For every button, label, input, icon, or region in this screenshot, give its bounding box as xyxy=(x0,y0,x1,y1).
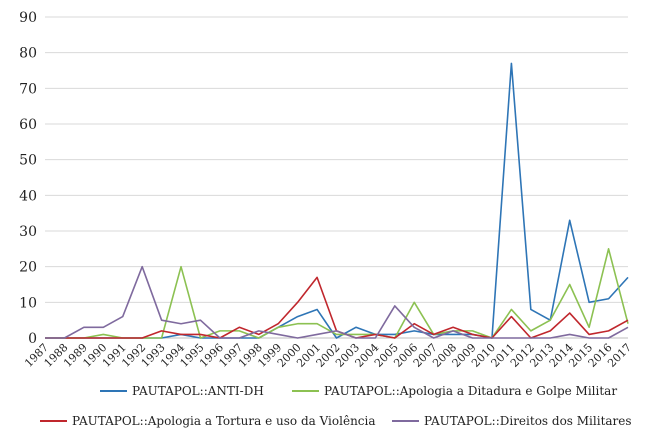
y-tick-label: 10 xyxy=(19,295,37,311)
legend-label: PAUTAPOL::Direitos dos Militares xyxy=(424,414,632,428)
y-axis-tick-labels: 0 10 20 30 40 50 60 70 80 90 xyxy=(19,10,37,347)
legend-item-1: PAUTAPOL::ANTI-DH xyxy=(100,384,264,398)
series-line-3 xyxy=(45,276,629,339)
series-line-1 xyxy=(45,62,629,339)
legend-item-3: PAUTAPOL::Apologia a Tortura e uso da Vi… xyxy=(40,414,376,428)
y-tick-label: 70 xyxy=(19,81,37,97)
legend-item-2: PAUTAPOL::Apologia a Ditadura e Golpe Mi… xyxy=(292,384,617,398)
legend-label: PAUTAPOL::ANTI-DH xyxy=(132,384,264,398)
y-tick-label: 20 xyxy=(19,260,37,276)
legend-label: PAUTAPOL::Apologia a Tortura e uso da Vi… xyxy=(72,414,376,428)
x-axis-tick-labels: 1987198819891990199119921993199419951996… xyxy=(22,341,634,370)
legend-item-4: PAUTAPOL::Direitos dos Militares xyxy=(392,414,632,428)
y-tick-label: 0 xyxy=(28,331,37,347)
y-tick-label: 30 xyxy=(19,224,37,240)
legend-label: PAUTAPOL::Apologia a Ditadura e Golpe Mi… xyxy=(324,384,617,398)
y-tick-label: 50 xyxy=(19,153,37,169)
series-line-4 xyxy=(45,265,629,339)
legend: PAUTAPOL::ANTI-DH PAUTAPOL::Apologia a Di… xyxy=(40,384,632,428)
y-tick-label: 60 xyxy=(19,117,37,133)
series-lines xyxy=(45,62,629,339)
y-tick-label: 90 xyxy=(19,10,37,26)
y-tick-label: 80 xyxy=(19,46,37,62)
y-tick-label: 40 xyxy=(19,188,37,204)
